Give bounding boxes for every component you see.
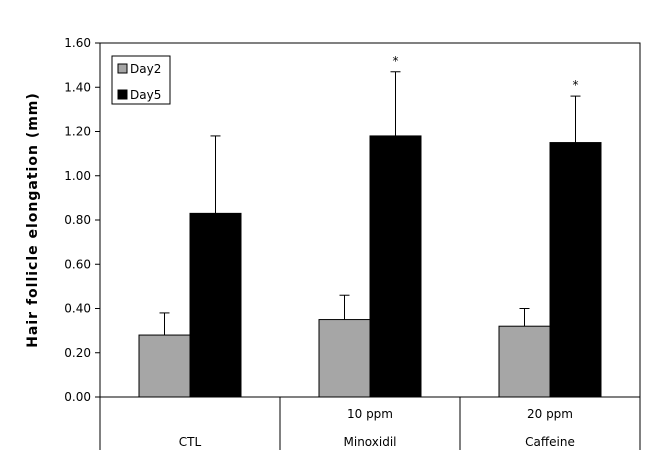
y-tick-label: 0.00 <box>64 390 91 404</box>
bar-day2 <box>318 319 371 398</box>
legend-label: Day2 <box>130 62 161 76</box>
legend-swatch <box>117 89 128 100</box>
bar-day5 <box>549 142 602 398</box>
category-label-top: 10 ppm <box>347 407 393 421</box>
bar-day2 <box>498 325 551 398</box>
y-tick-label: 0.80 <box>64 213 91 227</box>
bar-day5 <box>369 135 422 398</box>
category-label: CTL <box>179 435 202 449</box>
y-tick-label: 0.60 <box>64 257 91 271</box>
plot-area: 0.00 0.20 0.40 0.60 0.80 1.00 1.20 1.40 1.60 CTL 1… <box>64 36 641 450</box>
y-tick-label: 1.00 <box>64 169 91 183</box>
bar-day5 <box>189 212 242 398</box>
category-label-top: 20 ppm <box>527 407 573 421</box>
y-tick-label: 1.40 <box>64 80 91 94</box>
y-tick-label: 0.20 <box>64 346 91 360</box>
legend-swatch <box>117 63 128 74</box>
category-label: Minoxidil <box>344 435 397 449</box>
significance-marker: * <box>573 78 579 92</box>
y-tick-label: 1.60 <box>64 36 91 50</box>
y-tick-label: 1.20 <box>64 125 91 139</box>
significance-marker: * <box>393 54 399 68</box>
bar-day2 <box>138 334 191 398</box>
y-tick-label: 0.40 <box>64 302 91 316</box>
y-axis-label: Hair follicle elongation (mm) <box>25 92 41 348</box>
legend-label: Day5 <box>130 88 161 102</box>
category-label: Caffeine <box>525 435 575 449</box>
